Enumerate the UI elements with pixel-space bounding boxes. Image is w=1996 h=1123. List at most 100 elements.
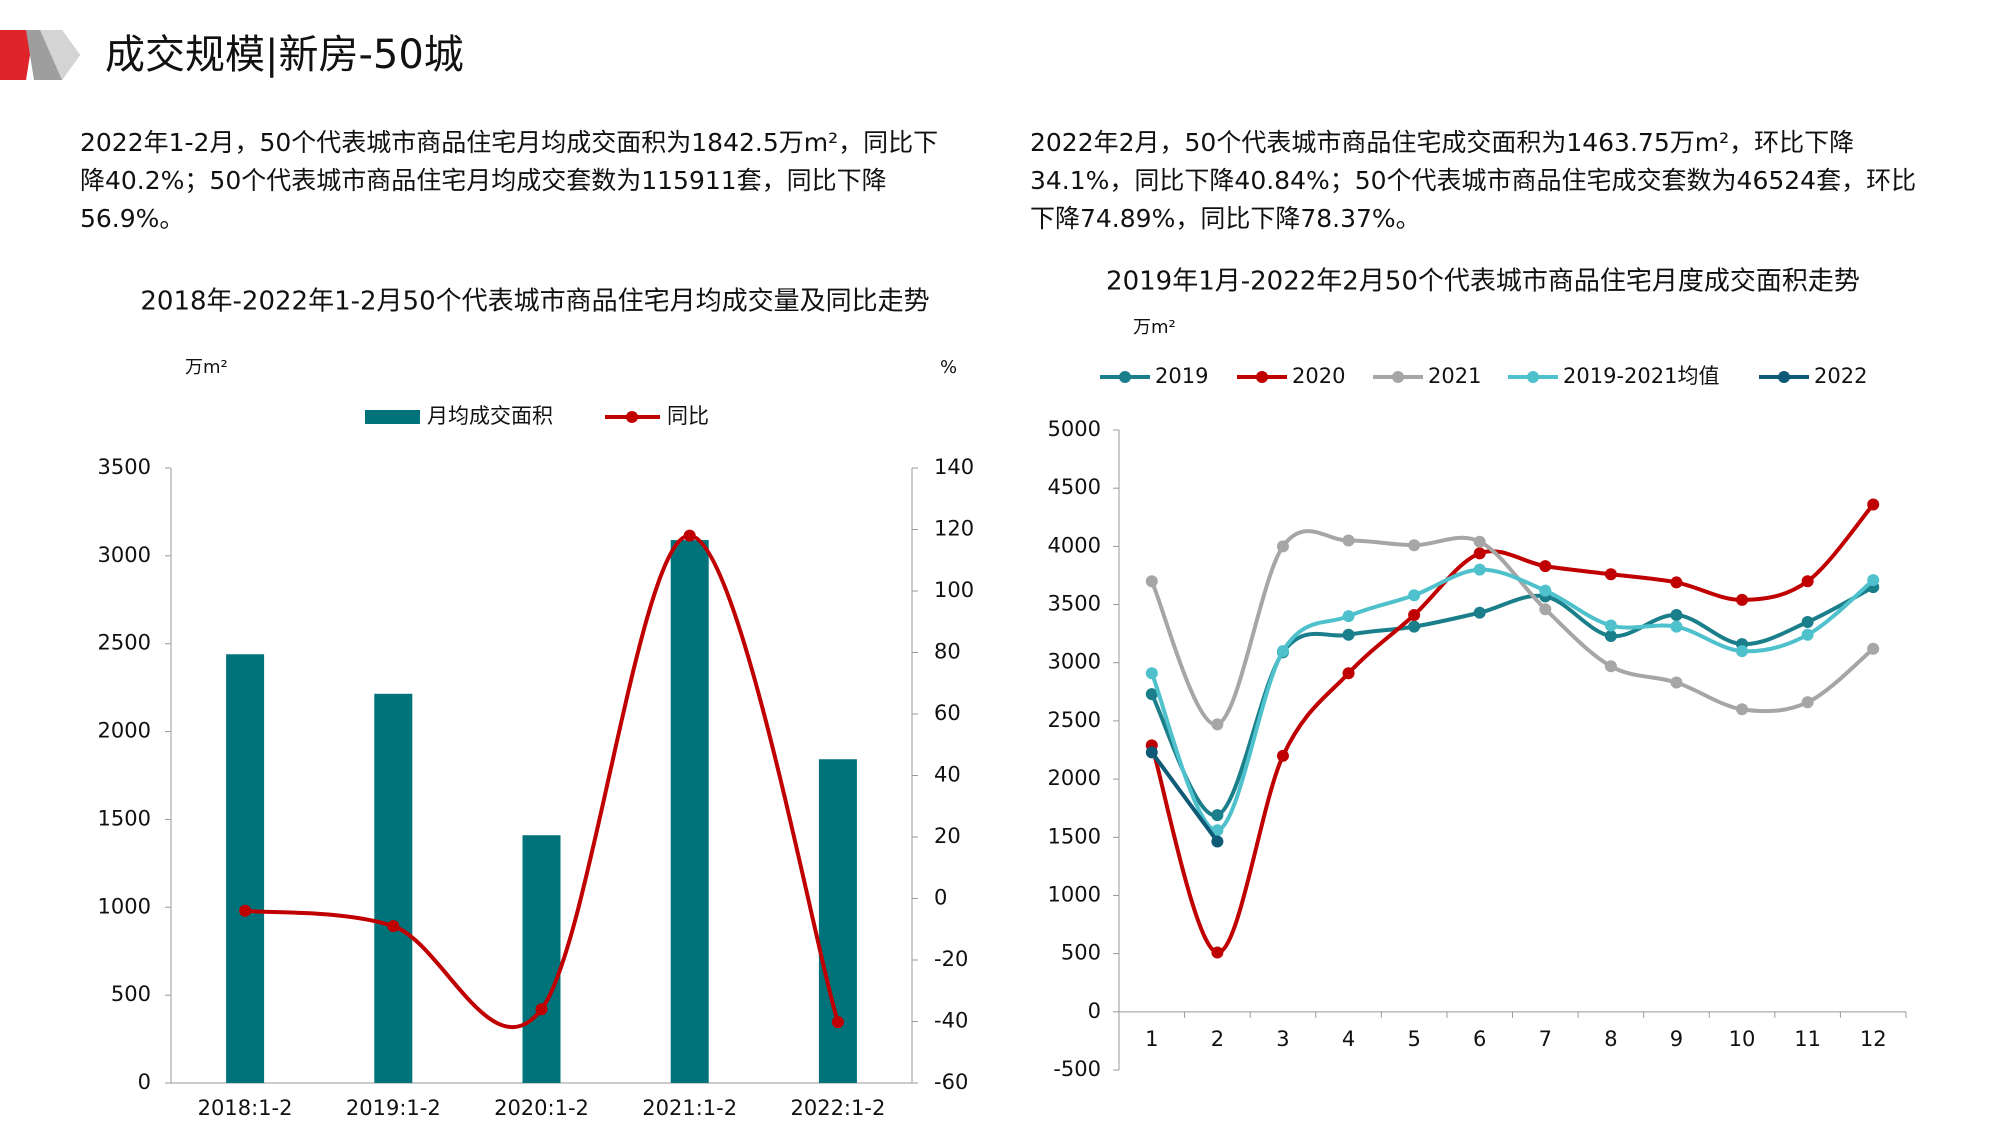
y-tick-label: 3500 xyxy=(1048,592,1101,616)
y-tick-label: 1000 xyxy=(1048,882,1101,906)
y2-tick-label: 20 xyxy=(934,824,961,848)
chart-title: 2019年1月-2022年2月50个代表城市商品住宅月度成交面积走势 xyxy=(1106,267,1860,297)
point xyxy=(1736,593,1749,606)
point xyxy=(1801,628,1814,641)
y2-tick-label: -60 xyxy=(934,1070,968,1094)
y2-tick-label: 100 xyxy=(934,578,974,602)
point xyxy=(1145,667,1158,680)
point xyxy=(1276,540,1289,553)
bar xyxy=(522,835,561,1083)
y-tick-label: 2000 xyxy=(98,719,151,743)
y-tick-label: 0 xyxy=(138,1070,151,1094)
y-tick-label: 3000 xyxy=(98,543,151,567)
y-tick-label: 2500 xyxy=(1048,708,1101,732)
legend-label: 月均成交面积 xyxy=(427,404,553,428)
point xyxy=(1276,749,1289,762)
y-unit: 万m² xyxy=(1133,317,1176,338)
point xyxy=(1473,563,1486,576)
legend-dot xyxy=(1392,371,1404,383)
point xyxy=(1736,645,1749,658)
legend-label: 同比 xyxy=(667,404,709,428)
y-tick-label: 1000 xyxy=(98,894,151,918)
y2-unit: % xyxy=(940,357,957,378)
point xyxy=(1867,574,1880,587)
y-tick-label: 500 xyxy=(1061,941,1101,965)
point xyxy=(831,1016,844,1029)
left-text: 2022年1-2月，50个代表城市商品住宅月均成交面积为1842.5万m²，同比… xyxy=(80,128,939,233)
point xyxy=(1539,560,1552,573)
point xyxy=(1342,610,1355,623)
bar xyxy=(670,540,709,1083)
right-text: 2022年2月，50个代表城市商品住宅成交面积为1463.75万m²，环比下降3… xyxy=(1030,128,1917,233)
y2-tick-label: -20 xyxy=(934,947,968,971)
legend-label: 2019-2021均值 xyxy=(1563,364,1719,388)
y-tick-label: 0 xyxy=(1088,999,1101,1023)
y-tick-label: 4500 xyxy=(1048,475,1101,499)
point xyxy=(1473,547,1486,560)
x-tick-label: 5 xyxy=(1407,1027,1420,1051)
point xyxy=(1801,616,1814,628)
point xyxy=(1473,606,1486,619)
point xyxy=(1604,568,1617,581)
y-tick-label: 500 xyxy=(111,982,151,1006)
point xyxy=(1867,498,1880,511)
y-tick-label: 1500 xyxy=(98,806,151,830)
point xyxy=(1604,629,1617,642)
legend-dot xyxy=(1256,371,1268,383)
x-tick-label: 2 xyxy=(1211,1027,1224,1051)
y-tick-label: 1500 xyxy=(1048,824,1101,848)
legend-label: 2020 xyxy=(1292,364,1345,388)
point xyxy=(1670,576,1683,589)
bar xyxy=(226,654,265,1083)
y-tick-label: 4000 xyxy=(1048,533,1101,557)
point xyxy=(1342,667,1355,680)
point xyxy=(1801,696,1814,709)
point xyxy=(1211,835,1224,848)
x-tick-label: 12 xyxy=(1860,1027,1887,1051)
y-tick-label: -500 xyxy=(1053,1057,1101,1081)
x-tick-label: 2020:1-2 xyxy=(494,1096,589,1120)
legend-swatch xyxy=(365,410,420,424)
y2-tick-label: 80 xyxy=(934,640,961,664)
point xyxy=(1276,645,1289,658)
point xyxy=(1539,603,1552,616)
point xyxy=(1342,534,1355,547)
x-tick-label: 8 xyxy=(1604,1027,1617,1051)
legend-label: 2019 xyxy=(1155,364,1208,388)
line xyxy=(1149,529,1875,727)
x-tick-label: 2018:1-2 xyxy=(198,1096,293,1120)
legend-label: 2021 xyxy=(1428,364,1481,388)
y-tick-label: 2500 xyxy=(98,631,151,655)
point xyxy=(1604,660,1617,673)
point xyxy=(1670,620,1683,633)
point xyxy=(387,920,400,933)
point xyxy=(1867,642,1880,655)
point xyxy=(1801,575,1814,588)
legend-label: 2022 xyxy=(1814,364,1867,388)
bar xyxy=(818,759,857,1083)
point xyxy=(1211,718,1224,731)
legend-dot xyxy=(1119,371,1131,383)
y2-tick-label: 60 xyxy=(934,701,961,725)
y-tick-label: 3500 xyxy=(98,455,151,479)
x-tick-label: 2021:1-2 xyxy=(642,1096,737,1120)
x-tick-label: 11 xyxy=(1794,1027,1821,1051)
point xyxy=(1211,946,1224,959)
legend-dot xyxy=(1778,371,1790,383)
logo-red xyxy=(0,30,34,80)
y2-tick-label: 140 xyxy=(934,455,974,479)
legend-dot xyxy=(626,411,638,423)
y2-tick-label: 0 xyxy=(934,886,947,910)
x-tick-label: 2019:1-2 xyxy=(346,1096,441,1120)
chart-title: 2018年-2022年1-2月50个代表城市商品住宅月均成交量及同比走势 xyxy=(140,287,929,317)
point xyxy=(1736,703,1749,716)
y-tick-label: 2000 xyxy=(1048,766,1101,790)
point xyxy=(1211,824,1224,837)
point xyxy=(1408,589,1421,602)
y-tick-label: 5000 xyxy=(1048,417,1101,441)
x-tick-label: 9 xyxy=(1670,1027,1683,1051)
point xyxy=(1408,609,1421,622)
x-tick-label: 1 xyxy=(1145,1027,1158,1051)
